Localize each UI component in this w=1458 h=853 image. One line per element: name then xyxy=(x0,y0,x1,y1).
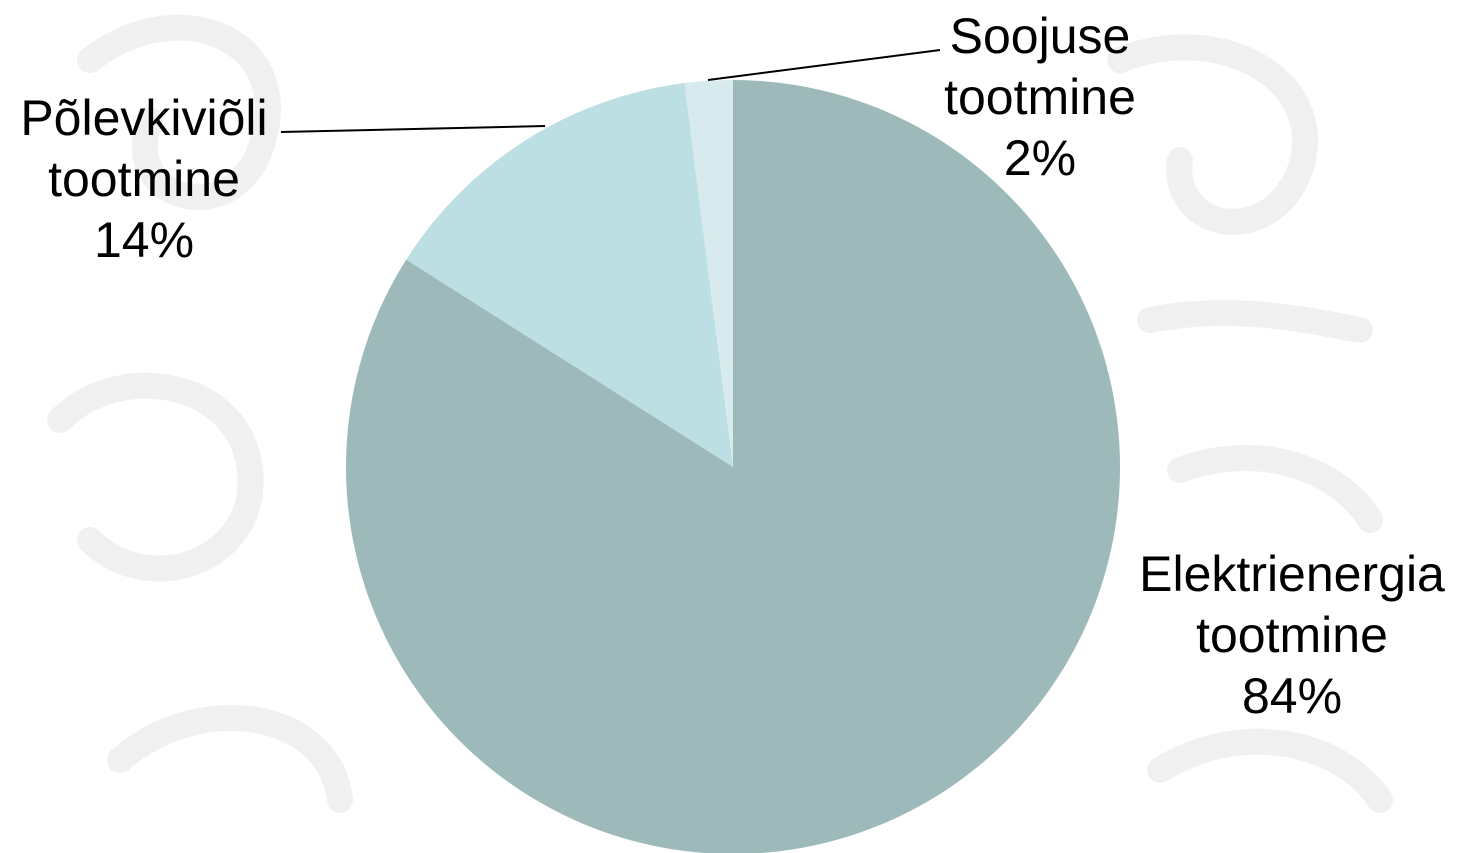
background-pattern xyxy=(47,14,1393,813)
slice-label-polevkivioli: Põlevkiviõli tootmine 14% xyxy=(0,88,288,271)
slice-label-line: Põlevkiviõli xyxy=(20,90,268,146)
pie-slice-1 xyxy=(406,83,733,468)
slice-label-line: Soojuse xyxy=(949,8,1131,64)
leader-line-soojus xyxy=(707,49,941,81)
leader-line-polevkivioli xyxy=(280,125,546,133)
pie-slice-2 xyxy=(684,80,733,467)
slice-label-line: tootmine xyxy=(1196,607,1388,663)
slice-label-soojus: Soojuse tootmine 2% xyxy=(920,6,1160,189)
slice-label-line: tootmine xyxy=(48,151,240,207)
slice-value-label: 14% xyxy=(93,212,195,268)
slice-value-label: 84% xyxy=(1241,668,1343,724)
slice-label-elektrienergia: Elektrienergia tootmine 84% xyxy=(1112,544,1458,727)
label-leader-lines xyxy=(280,49,941,133)
slice-value-label: 2% xyxy=(1003,130,1077,186)
slice-label-line: tootmine xyxy=(944,69,1136,125)
slice-label-line: Elektrienergia xyxy=(1139,546,1445,602)
pie-slice-0 xyxy=(346,80,1120,853)
pie-slices xyxy=(346,80,1120,853)
